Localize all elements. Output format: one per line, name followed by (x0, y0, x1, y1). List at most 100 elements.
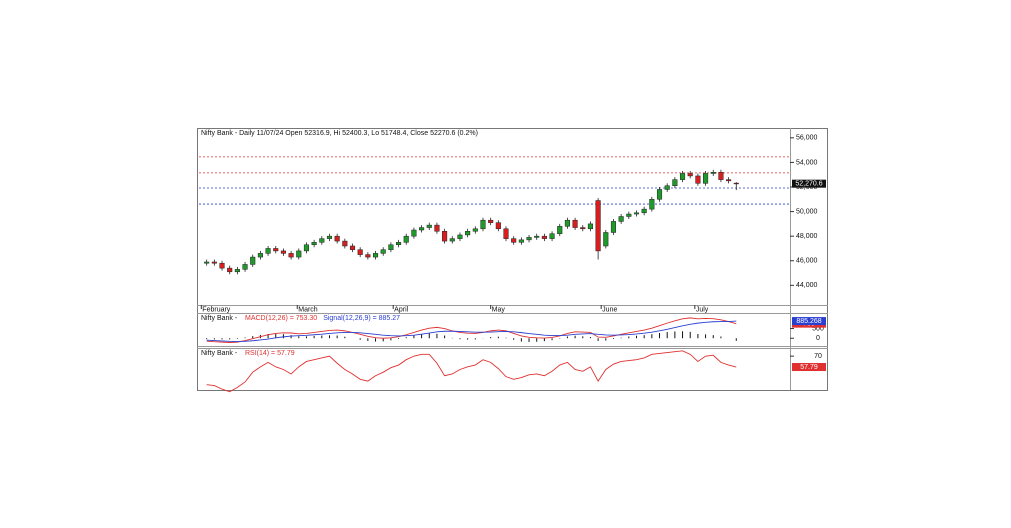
x-tick-label: May (492, 306, 506, 313)
candle-body (656, 189, 663, 200)
candle-body (687, 173, 693, 177)
candle-body (710, 172, 716, 174)
candle-body (457, 234, 463, 239)
x-tick-label: June (602, 306, 617, 313)
last-value-label: 885.268 (796, 318, 821, 325)
candle-body (641, 208, 647, 214)
candle-body (280, 250, 286, 254)
candle-body (649, 199, 655, 210)
candle-body (219, 262, 225, 269)
candle-body (372, 253, 379, 258)
candle-body (465, 231, 471, 236)
candle-body (227, 267, 233, 273)
candle-body (288, 253, 294, 258)
x-tick-label: February (202, 306, 231, 313)
candle-body (534, 235, 540, 238)
candle-body (726, 179, 732, 182)
panel-title: Nifty Bank - (201, 315, 238, 322)
candle-body (733, 182, 739, 185)
legend-entry: MACD(12,26) = 753.30 (245, 315, 317, 322)
last-value-box (792, 363, 826, 372)
y-tick-label: 44,000 (796, 282, 818, 289)
y-tick-label: 56,000 (796, 135, 818, 142)
y-tick-label: 0 (816, 335, 820, 342)
candle-body (679, 173, 686, 180)
candle-body (265, 248, 271, 254)
legend-entry: Signal(12,26,9) = 885.27 (323, 315, 400, 322)
candle-body (549, 233, 555, 239)
candle-body (610, 221, 617, 233)
y-tick-label: 50,000 (796, 208, 818, 215)
candle-body (703, 173, 709, 184)
x-tick-label: March (298, 306, 318, 313)
candle-body (211, 261, 217, 264)
candle-body (587, 223, 593, 230)
candle-body (718, 172, 724, 180)
candle-body (557, 226, 563, 234)
candle-body (518, 239, 524, 243)
candle-body (204, 261, 210, 264)
candle-body (511, 238, 517, 243)
candle-body (242, 264, 248, 270)
candle-body (434, 224, 440, 232)
candle-body (564, 219, 570, 227)
candle-body (541, 235, 547, 239)
series-line (206, 350, 737, 393)
candle-body (633, 212, 640, 215)
y-tick-label: 46,000 (796, 258, 818, 265)
chart-title: Nifty Bank - Daily 11/07/24 Open 52316.9… (201, 130, 478, 137)
candle-body (695, 175, 701, 184)
candle-body (419, 227, 425, 231)
candle-body (273, 248, 279, 252)
candle-body (595, 200, 601, 252)
candle-body (380, 249, 386, 254)
x-tick-label: April (394, 306, 408, 313)
series-line (206, 320, 737, 342)
candle-body (411, 229, 417, 237)
candle-body (426, 224, 432, 228)
candle-body (326, 235, 333, 239)
candle-body (357, 249, 363, 255)
candle-body (296, 250, 302, 258)
candle-body (580, 227, 586, 230)
y-tick-label: 500 (812, 325, 824, 332)
candle-body (480, 219, 486, 230)
candle-body (572, 219, 578, 228)
candle-body (342, 240, 348, 247)
candle-body (365, 254, 371, 258)
y-tick-label: 70 (814, 353, 822, 360)
candle-body (303, 244, 310, 252)
candle-body (495, 222, 501, 230)
candle-body (442, 231, 448, 242)
candle-body (672, 179, 678, 187)
panel-title: Nifty Bank - (201, 350, 238, 357)
candle-body (250, 256, 256, 265)
candle-body (257, 253, 263, 258)
legend-entry: RSI(14) = 57.79 (245, 350, 295, 357)
series-line (206, 317, 737, 343)
candle-body (626, 213, 632, 217)
candle-body (319, 238, 325, 243)
candle-body (503, 228, 509, 239)
candle-body (472, 228, 478, 232)
candle-body (334, 235, 340, 242)
x-tick-label: July (696, 306, 709, 313)
last-value-box (792, 317, 826, 326)
candle-body (488, 219, 494, 223)
candle-body (664, 185, 670, 190)
candle-body (349, 245, 356, 250)
y-tick-label: 48,000 (796, 233, 818, 240)
candle-body (449, 238, 455, 242)
candle-body (388, 244, 394, 250)
y-tick-label: 54,000 (796, 159, 818, 166)
candle-body (311, 242, 317, 246)
candle-body (396, 242, 402, 246)
candle-body (526, 237, 532, 241)
candle-body (618, 216, 624, 222)
candle-body (234, 269, 240, 273)
last-value-label: 52,270.6 (795, 181, 822, 188)
last-value-label: 57.79 (800, 364, 818, 371)
last-value-box (792, 179, 826, 188)
